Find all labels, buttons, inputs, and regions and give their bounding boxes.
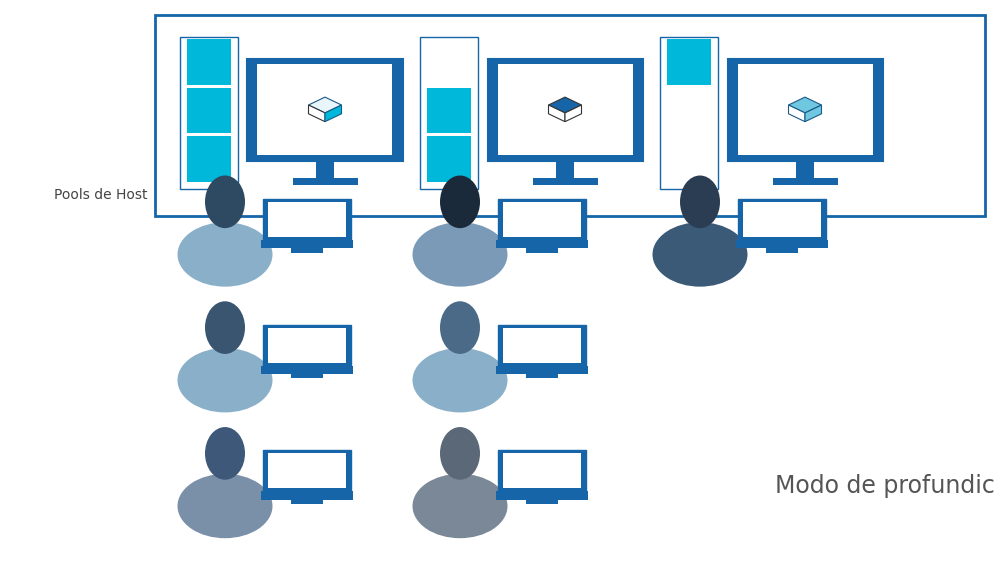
Bar xyxy=(738,64,872,155)
Bar xyxy=(291,500,323,504)
Bar xyxy=(526,248,558,253)
Ellipse shape xyxy=(440,427,480,480)
Bar xyxy=(766,248,798,253)
Bar xyxy=(261,366,353,374)
Polygon shape xyxy=(805,105,822,122)
Ellipse shape xyxy=(205,301,245,354)
Ellipse shape xyxy=(178,222,272,287)
Bar xyxy=(526,374,558,378)
Bar xyxy=(261,240,353,248)
Bar xyxy=(503,328,581,363)
Bar xyxy=(503,453,581,488)
Bar xyxy=(316,161,334,178)
Polygon shape xyxy=(549,97,582,113)
Bar xyxy=(498,325,586,366)
Bar xyxy=(155,15,985,216)
Bar xyxy=(498,450,586,491)
Bar xyxy=(667,39,711,85)
Polygon shape xyxy=(308,97,341,113)
Ellipse shape xyxy=(412,348,507,412)
Bar xyxy=(526,500,558,504)
Bar xyxy=(292,178,358,185)
Bar xyxy=(488,58,643,161)
Bar xyxy=(556,161,574,178)
Bar xyxy=(503,202,581,237)
Polygon shape xyxy=(308,105,325,122)
Bar xyxy=(796,161,814,178)
Bar xyxy=(268,328,346,363)
Ellipse shape xyxy=(412,222,507,287)
Polygon shape xyxy=(565,105,582,122)
Ellipse shape xyxy=(178,348,272,412)
Bar xyxy=(743,202,821,237)
Bar xyxy=(263,199,351,240)
Ellipse shape xyxy=(205,427,245,480)
Bar xyxy=(263,325,351,366)
Ellipse shape xyxy=(412,474,507,538)
Bar xyxy=(291,248,323,253)
Ellipse shape xyxy=(440,176,480,228)
Polygon shape xyxy=(789,97,822,113)
Bar xyxy=(496,491,588,500)
Bar xyxy=(728,58,883,161)
Bar xyxy=(773,178,838,185)
Bar xyxy=(736,240,828,248)
Bar xyxy=(247,58,402,161)
Bar xyxy=(268,202,346,237)
Bar xyxy=(263,450,351,491)
Ellipse shape xyxy=(440,301,480,354)
Bar xyxy=(738,199,826,240)
Text: Pools de Host: Pools de Host xyxy=(54,188,147,202)
Bar xyxy=(420,36,478,188)
Text: Modo de profundic: Modo de profundic xyxy=(775,473,995,498)
Ellipse shape xyxy=(205,176,245,228)
Bar xyxy=(496,366,588,374)
Bar xyxy=(496,240,588,248)
Ellipse shape xyxy=(680,176,720,228)
Polygon shape xyxy=(325,105,341,122)
Bar xyxy=(427,136,471,181)
Bar xyxy=(660,36,718,188)
Bar xyxy=(268,453,346,488)
Bar xyxy=(427,88,471,133)
Bar xyxy=(257,64,392,155)
Bar xyxy=(291,374,323,378)
Bar xyxy=(533,178,598,185)
Bar xyxy=(187,136,231,181)
Bar xyxy=(498,199,586,240)
Bar xyxy=(187,88,231,133)
Bar xyxy=(180,36,238,188)
Bar xyxy=(498,64,633,155)
Bar xyxy=(187,39,231,85)
Ellipse shape xyxy=(178,474,272,538)
Bar xyxy=(261,491,353,500)
Polygon shape xyxy=(549,105,565,122)
Polygon shape xyxy=(789,105,805,122)
Ellipse shape xyxy=(652,222,748,287)
